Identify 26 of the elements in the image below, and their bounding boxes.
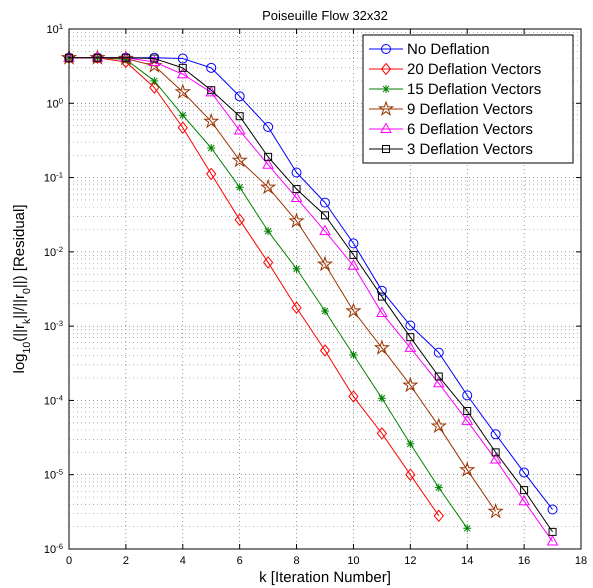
x-tick-label: 6 — [236, 555, 243, 567]
x-tick-label: 12 — [404, 555, 416, 567]
x-axis-title: k [Iteration Number] — [259, 569, 391, 586]
legend-label: 9 Deflation Vectors — [407, 101, 533, 118]
x-tick-label: 16 — [518, 555, 530, 567]
y-tick-label: 10$^{-6}$ — [44, 542, 63, 556]
y-tick-label: 10$^{-1}$ — [44, 170, 63, 185]
legend-label: 6 Deflation Vectors — [407, 121, 533, 138]
y-tick-label: 10$^{0}$ — [46, 96, 63, 110]
legend-label: 20 Deflation Vectors — [407, 61, 542, 78]
x-tick-label: 14 — [461, 555, 474, 567]
y-tick-label: 10$^{-3}$ — [44, 318, 63, 334]
legend-label: No Deflation — [407, 41, 490, 58]
x-tick-label: 18 — [574, 555, 588, 567]
x-tick-label: 10 — [347, 555, 360, 567]
x-tick-label: 4 — [180, 555, 186, 567]
legend-label: 3 Deflation Vectors — [407, 141, 533, 158]
chart-title: Poiseuille Flow 32x32 — [262, 8, 388, 23]
x-tick-label: 8 — [293, 555, 300, 567]
x-tick-label: 2 — [122, 555, 129, 567]
y-tick-label: 10$^{-4}$ — [44, 392, 64, 408]
y-tick-label: 10$^{1}$ — [46, 22, 63, 36]
x-tick-label: 0 — [66, 555, 72, 567]
y-tick-label: 10$^{-2}$ — [44, 244, 63, 259]
legend-label: 15 Deflation Vectors — [407, 81, 542, 98]
y-tick-label: 10$^{-5}$ — [44, 467, 63, 482]
